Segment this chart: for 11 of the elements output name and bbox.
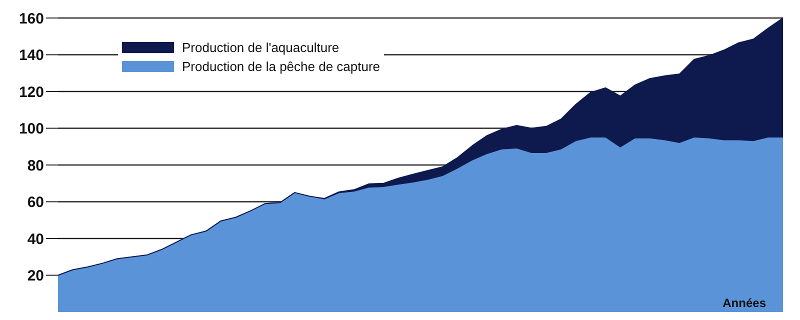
y-tick-label: 160 — [18, 10, 44, 28]
y-tick-label: 100 — [18, 120, 44, 138]
y-tick-label: 60 — [27, 194, 44, 212]
y-tick-label: 140 — [18, 47, 44, 64]
y-tick-label: 80 — [27, 157, 44, 174]
legend-label: Production de la pêche de capture — [182, 59, 380, 74]
legend-label: Production de l'aquaculture — [182, 40, 340, 55]
y-tick-label: 20 — [27, 268, 44, 285]
y-tick-label: 120 — [18, 84, 44, 101]
y-tick-label: 40 — [27, 230, 44, 248]
x-axis-title: Années — [722, 296, 766, 310]
